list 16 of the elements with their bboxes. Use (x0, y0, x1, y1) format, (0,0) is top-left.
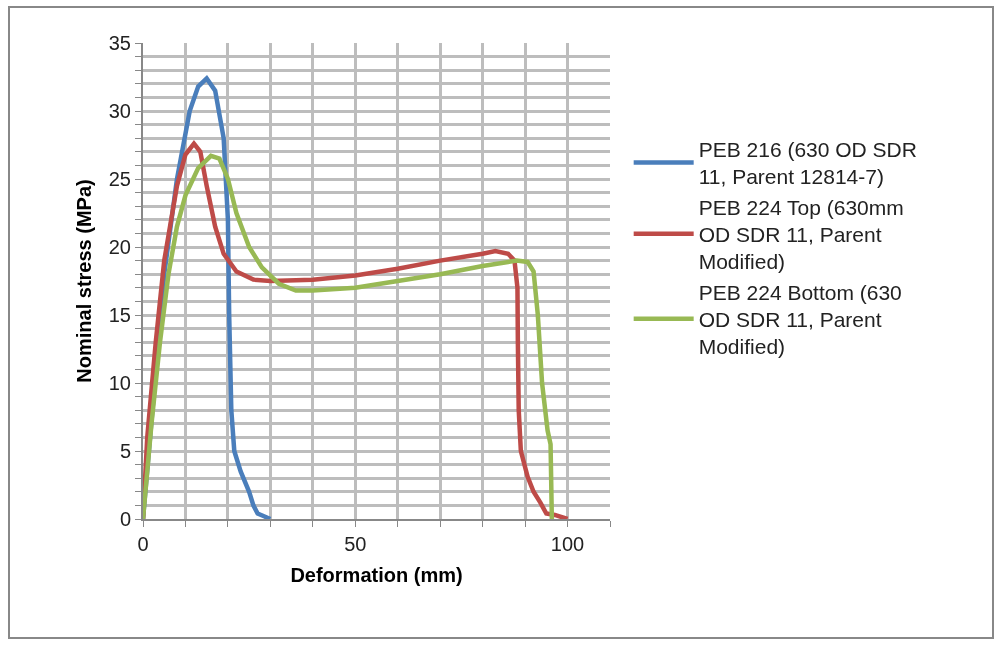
y-tick-label: 5 (119, 440, 131, 462)
y-tick-label: 15 (108, 304, 131, 326)
x-tick-label: 100 (550, 533, 585, 555)
x-tick-label: 50 (344, 533, 367, 555)
x-axis-title: Deformation (mm) (290, 564, 463, 586)
y-tick-label: 30 (108, 100, 131, 122)
y-tick-label: 25 (108, 168, 131, 190)
legend-label: PEB 216 (630 OD SDR 11, Parent 12814-7) (698, 138, 917, 189)
x-tick-label: 0 (137, 533, 149, 555)
y-axis-title: Nominal stress (MPa) (72, 179, 95, 383)
y-tick-label: 20 (108, 236, 131, 258)
legend-label: PEB 224 Bottom (630 OD SDR 11, Parent Modified) (698, 280, 902, 359)
y-tick-label: 0 (119, 508, 131, 530)
y-tick-label: 10 (108, 372, 131, 394)
legend-label: PEB 224 Top (630mm OD SDR 11, Parent Modified) (698, 195, 904, 274)
y-tick-label: 35 (108, 32, 131, 54)
